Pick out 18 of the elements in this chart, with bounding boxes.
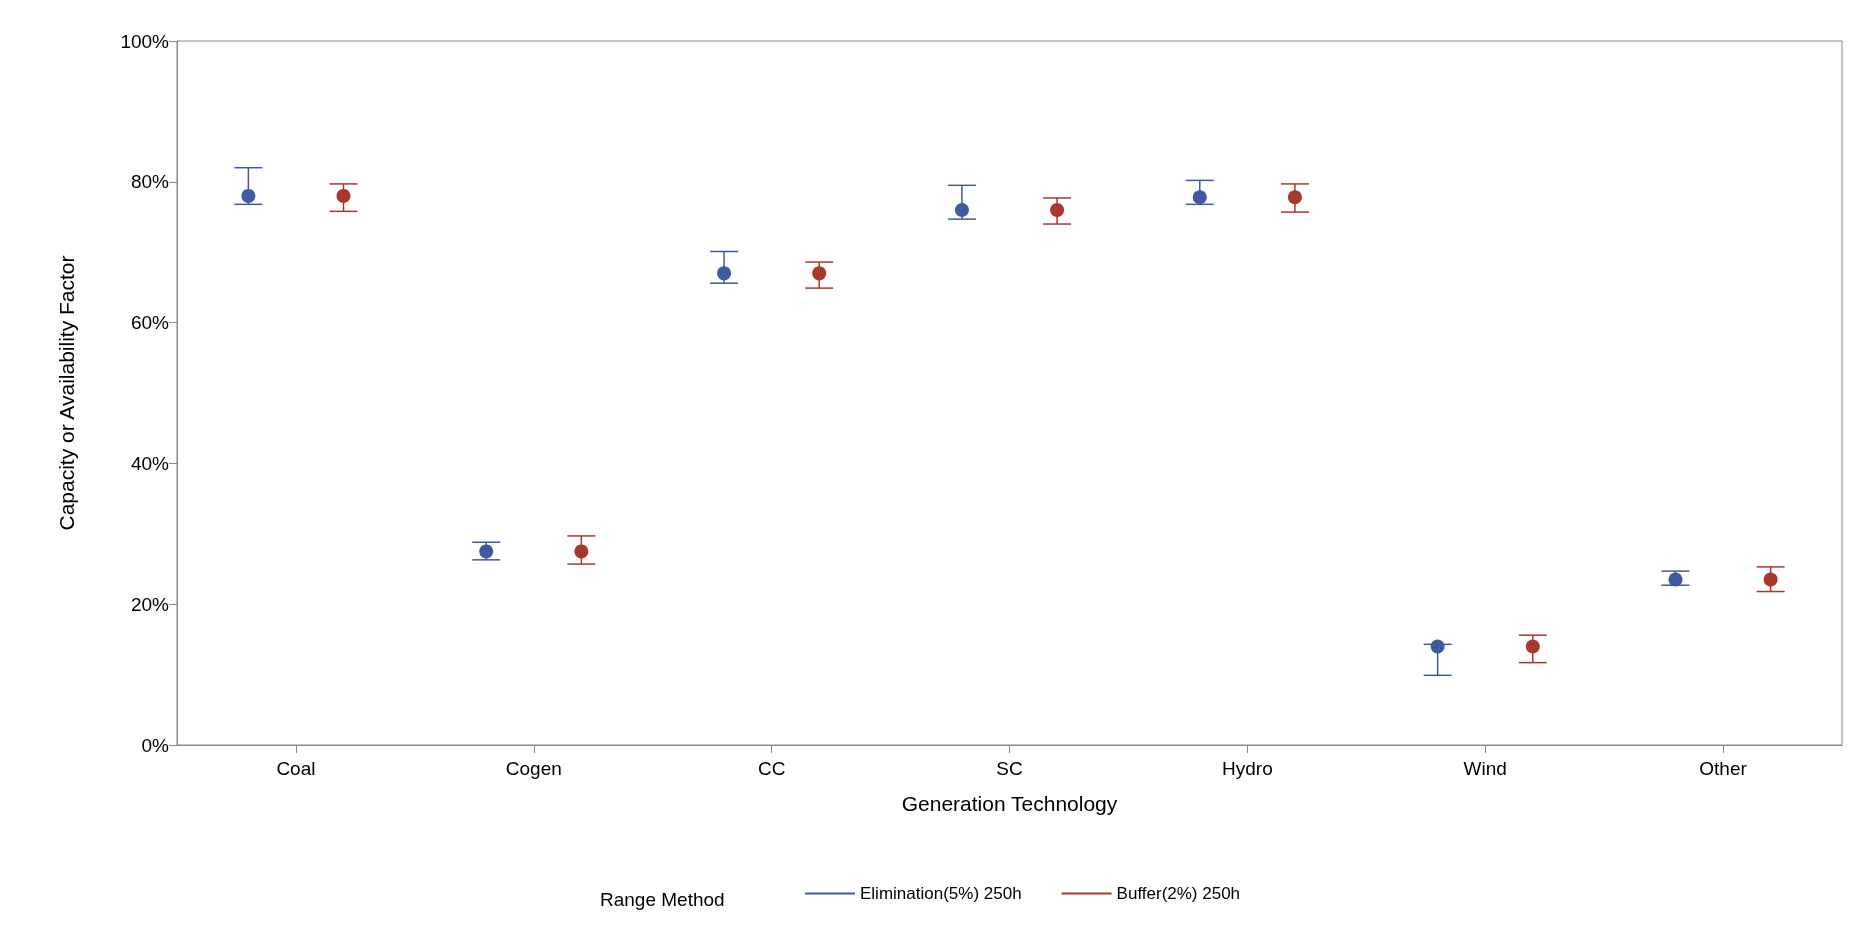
x-tick-label: CC [757,758,786,779]
y-tick-label: 60% [130,312,170,334]
x-tick-label: Hydro [1222,758,1273,779]
y-axis-title: Capacity or Availability Factor [55,255,78,531]
y-tick-label: 100% [120,30,170,52]
legend-title: Range Method [600,889,725,910]
y-tick-label: 20% [130,593,170,615]
y-tick-label: 0% [141,734,170,756]
x-axis-title: Generation Technology [901,792,1118,815]
x-tick-label: Coal [276,758,316,779]
legend-label: Buffer(2%) 250h [1116,884,1241,903]
x-tick-label: SC [996,758,1023,779]
x-tick-label: Cogen [505,758,562,779]
x-tick-label: Wind [1463,758,1507,779]
y-tick-label: 80% [130,171,170,193]
legend-label: Elimination(5%) 250h [860,884,1022,903]
x-tick-label: Other [1699,758,1748,779]
y-tick-label: 40% [130,452,170,474]
